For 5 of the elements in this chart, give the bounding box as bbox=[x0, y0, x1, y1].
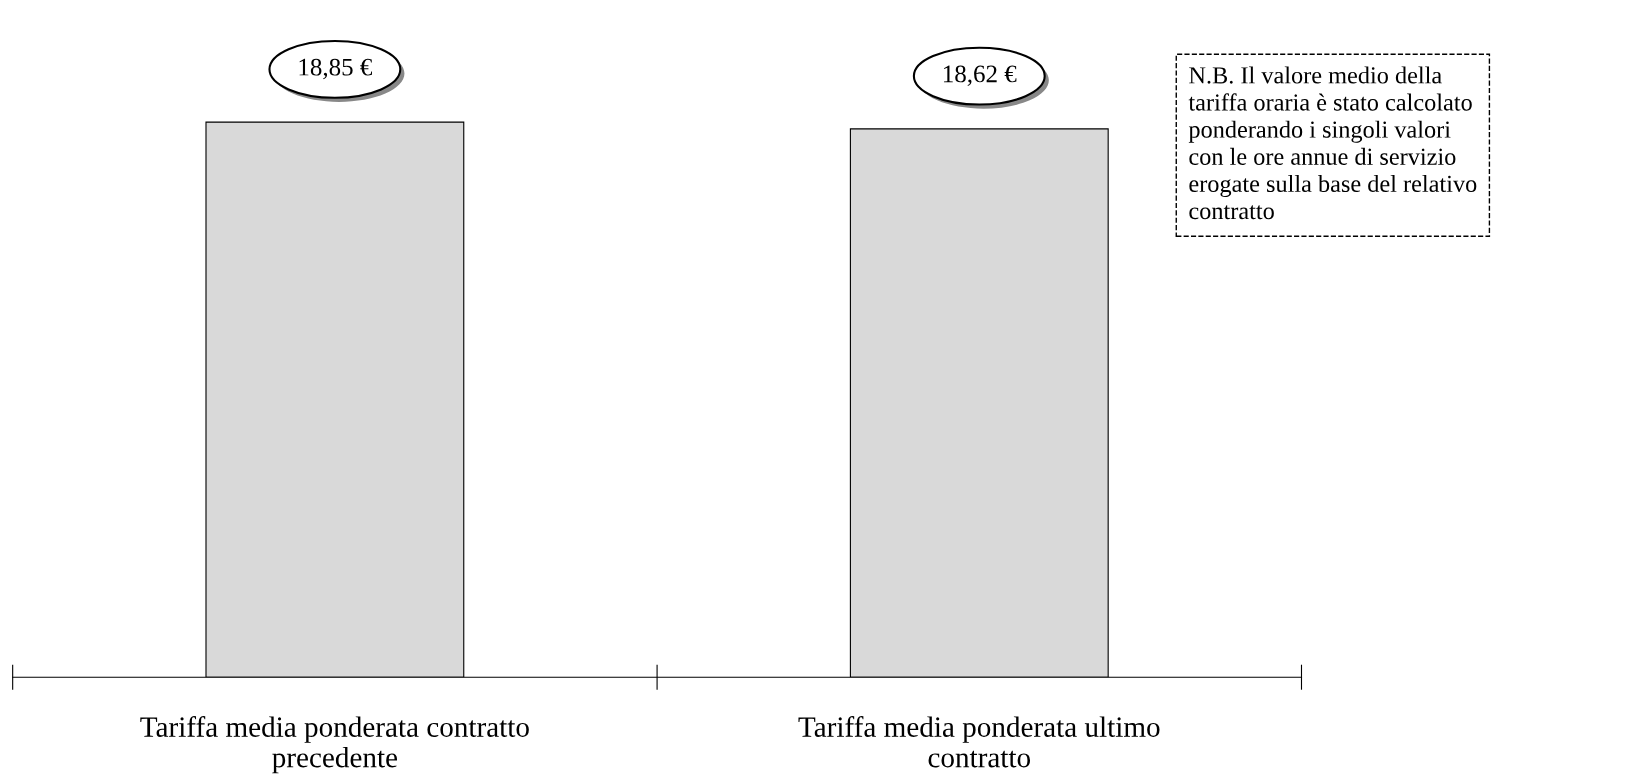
x-tick-label: Tariffa media ponderata contratto precedente bbox=[140, 716, 529, 774]
data-label: 18,62 € bbox=[943, 65, 1017, 86]
annotation: N.B. Il valore medio della tariffa oraria è stato calcolato ponderando i singoli valori con le ore annue di servizio erogate sulla base del relativo contratto bbox=[1188, 66, 1477, 220]
x-tick-label: Tariffa media ponderata ultimo contratto bbox=[798, 716, 1160, 768]
data-label: 18,85 € bbox=[299, 58, 372, 80]
